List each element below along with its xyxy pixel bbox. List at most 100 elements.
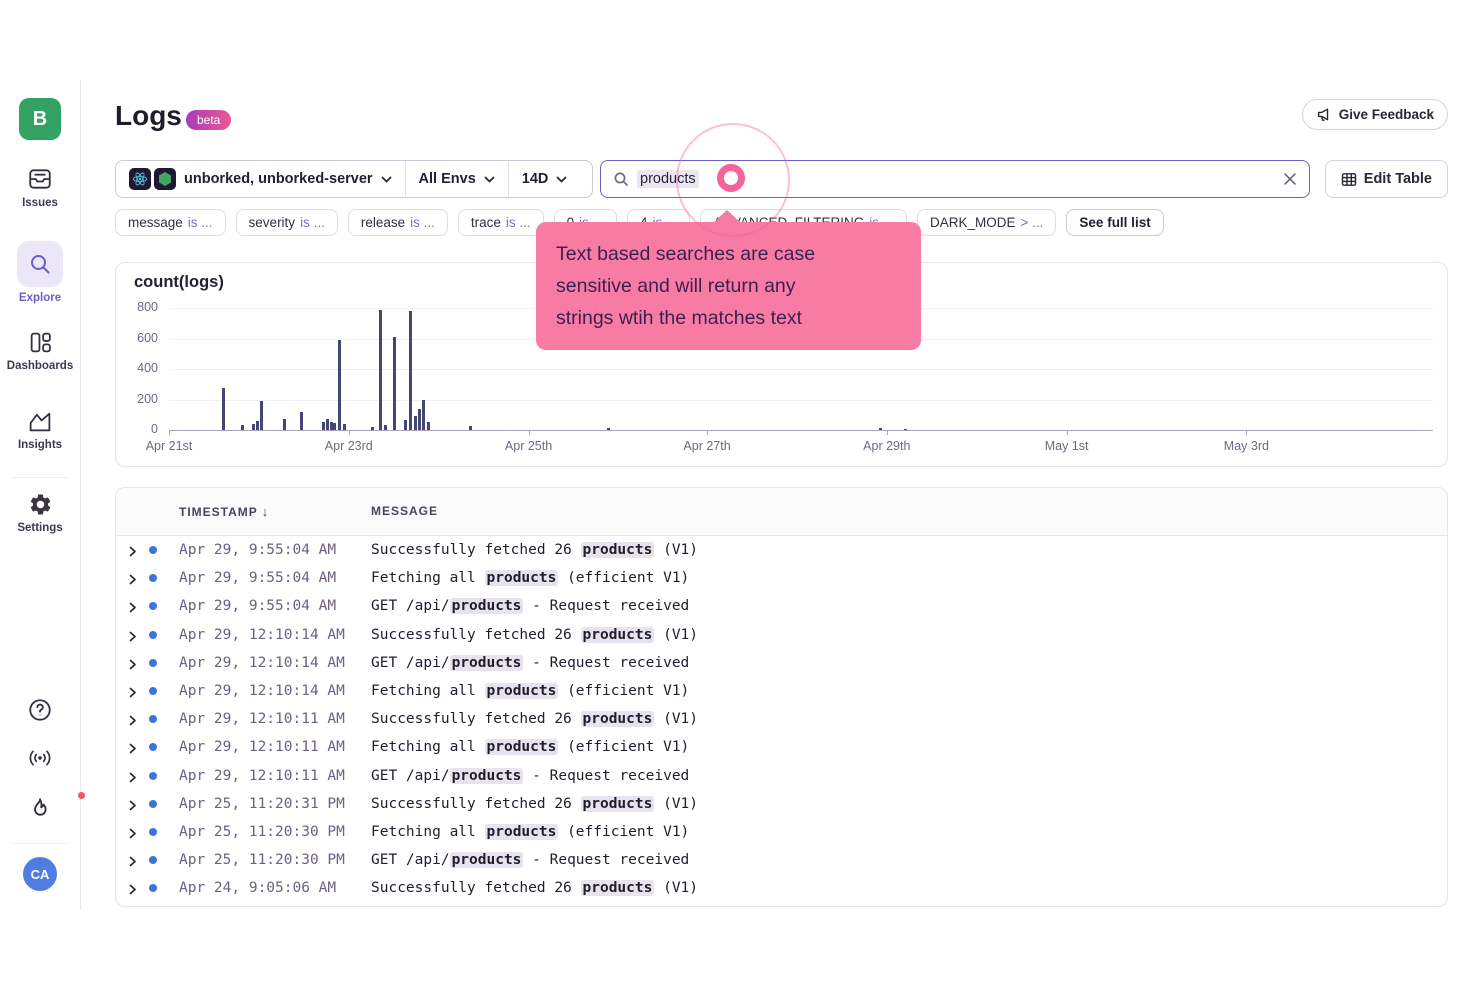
expand-chevron-icon[interactable] — [129, 827, 137, 843]
chevron-down-icon — [484, 176, 495, 183]
chart-bar — [256, 420, 260, 430]
table-row[interactable]: Apr 29, 12:10:11 AM GET /api/products - R… — [116, 762, 1447, 790]
table-row[interactable]: Apr 29, 12:10:11 AM Successfully fetched … — [116, 705, 1447, 733]
table-row[interactable]: Apr 29, 12:10:14 AM GET /api/products - R… — [116, 649, 1447, 677]
expand-chevron-icon[interactable] — [129, 771, 137, 787]
table-row[interactable]: Apr 24, 9:05:06 AM Successfully fetched 2… — [116, 874, 1447, 902]
logs-table: TIMESTAMP ↓ MESSAGE Apr 29, 9:55:04 AM Suc… — [115, 487, 1448, 907]
expand-chevron-icon[interactable] — [129, 573, 137, 589]
page-title: Logs — [115, 100, 182, 131]
log-timestamp: Apr 25, 11:20:31 PM — [179, 795, 345, 812]
expand-chevron-icon[interactable] — [129, 658, 137, 674]
sidebar-item-dashboards[interactable]: Dashboards — [0, 330, 80, 372]
table-row[interactable]: Apr 29, 12:10:11 AM Fetching all products… — [116, 733, 1447, 761]
chart-x-tick-label: Apr 29th — [863, 439, 911, 453]
chart-x-tick — [528, 431, 530, 435]
see-full-list-button[interactable]: See full list — [1066, 209, 1164, 236]
chart-bar — [240, 424, 244, 430]
chip-operator: is ... — [300, 215, 325, 230]
chart-bar — [300, 412, 304, 430]
node-project-icon — [154, 168, 176, 190]
expand-chevron-icon[interactable] — [129, 799, 137, 815]
table-icon — [1341, 172, 1357, 187]
table-row[interactable]: Apr 29, 9:55:04 AM GET /api/products - Re… — [116, 592, 1447, 620]
log-message: Successfully fetched 26 products (V1) — [371, 626, 699, 643]
table-row[interactable]: Apr 29, 9:55:04 AM Successfully fetched 2… — [116, 536, 1447, 564]
table-row[interactable]: Apr 25, 11:20:31 PM Successfully fetched … — [116, 790, 1447, 818]
chart-x-tick-label: May 3rd — [1223, 439, 1269, 453]
chip-key: trace — [470, 215, 501, 230]
highlighted-term: products — [484, 570, 559, 587]
expand-chevron-icon[interactable] — [129, 714, 137, 730]
date-range-label: 14D — [521, 171, 549, 187]
edit-table-button[interactable]: Edit Table — [1324, 160, 1448, 198]
table-row[interactable]: Apr 29, 9:55:04 AM Fetching all products … — [116, 564, 1447, 592]
give-feedback-button[interactable]: Give Feedback — [1301, 99, 1448, 130]
environment-selector[interactable]: All Envs — [404, 161, 508, 197]
log-timestamp: Apr 29, 9:55:04 AM — [179, 598, 337, 615]
table-row[interactable]: Apr 29, 12:10:14 AM Successfully fetched … — [116, 621, 1447, 649]
table-row[interactable]: Apr 25, 11:20:30 PM GET /api/products - R… — [116, 846, 1447, 874]
filter-chip-trace[interactable]: trace is ... — [457, 209, 544, 236]
sidebar-item-issues[interactable]: Issues — [0, 166, 80, 209]
chart-bar — [468, 426, 472, 430]
chip-operator: is ... — [187, 215, 213, 230]
log-message: Successfully fetched 26 products (V1) — [371, 542, 699, 558]
chart-bar — [421, 399, 425, 430]
expand-chevron-icon[interactable] — [129, 686, 137, 702]
user-avatar[interactable]: CA — [23, 857, 57, 891]
explore-icon — [17, 241, 63, 287]
column-header-timestamp[interactable]: TIMESTAMP ↓ — [179, 488, 268, 535]
column-header-message: MESSAGE — [371, 504, 439, 518]
highlighted-term: products — [449, 654, 524, 671]
expand-chevron-icon[interactable] — [129, 545, 137, 561]
highlighted-term: products — [580, 880, 655, 897]
sidebar-divider — [12, 843, 68, 844]
help-button[interactable] — [0, 697, 80, 728]
sidebar-item-explore[interactable]: Explore — [0, 241, 80, 304]
log-level-dot — [149, 743, 157, 752]
expand-chevron-icon[interactable] — [129, 601, 137, 617]
clear-search-button[interactable] — [1283, 172, 1297, 186]
filter-chip-severity[interactable]: severity is ... — [235, 209, 338, 236]
expand-chevron-icon[interactable] — [129, 855, 137, 871]
give-feedback-label: Give Feedback — [1338, 107, 1434, 122]
log-timestamp: Apr 29, 12:10:14 AM — [179, 626, 345, 643]
chart-gridline — [169, 399, 1433, 401]
expand-chevron-icon[interactable] — [129, 742, 137, 758]
highlighted-term: products — [484, 739, 559, 756]
expand-chevron-icon[interactable] — [129, 630, 137, 646]
chart-bar — [371, 426, 375, 430]
sidebar-item-settings[interactable]: Settings — [0, 492, 80, 534]
chip-key: release — [360, 215, 406, 230]
logs-table-header: TIMESTAMP ↓ MESSAGE — [116, 488, 1447, 536]
sidebar-item-label: Insights — [17, 439, 63, 451]
org-logo[interactable]: B — [19, 98, 61, 140]
chart-bar — [392, 336, 396, 430]
table-row[interactable]: Apr 25, 11:20:30 PM Fetching all products… — [116, 818, 1447, 846]
megaphone-icon — [1316, 107, 1332, 123]
project-selector[interactable]: unborked, unborked-server — [116, 161, 405, 197]
filter-chip-message[interactable]: message is ... — [115, 209, 226, 236]
search-input[interactable]: products — [600, 160, 1310, 198]
chart-bar — [325, 419, 329, 430]
log-message: Fetching all products (efficient V1) — [371, 823, 690, 840]
table-row[interactable]: Apr 29, 12:10:14 AM Fetching all products… — [116, 677, 1447, 705]
sort-desc-icon: ↓ — [261, 504, 269, 519]
chart-bar — [404, 420, 408, 430]
highlighted-term: products — [484, 682, 559, 699]
log-message: GET /api/products - Request received — [371, 852, 690, 869]
service-status-button[interactable] — [0, 746, 80, 775]
whats-new-button[interactable] — [0, 792, 85, 827]
chevron-down-icon — [381, 176, 392, 183]
filter-chip-dark_mode[interactable]: DARK_MODE > ... — [917, 209, 1057, 236]
sidebar-item-insights[interactable]: Insights — [0, 409, 80, 451]
log-level-dot — [149, 630, 157, 639]
expand-chevron-icon[interactable] — [129, 883, 137, 899]
filter-chip-release[interactable]: release is ... — [347, 209, 448, 236]
tour-tooltip: Text based searches are case sensitive an… — [536, 210, 921, 350]
date-range-selector[interactable]: 14D — [507, 161, 581, 197]
chart-bar — [409, 311, 413, 430]
chip-operator: is ... — [410, 215, 435, 230]
tooltip-text: sensitive and will return any — [556, 275, 796, 297]
